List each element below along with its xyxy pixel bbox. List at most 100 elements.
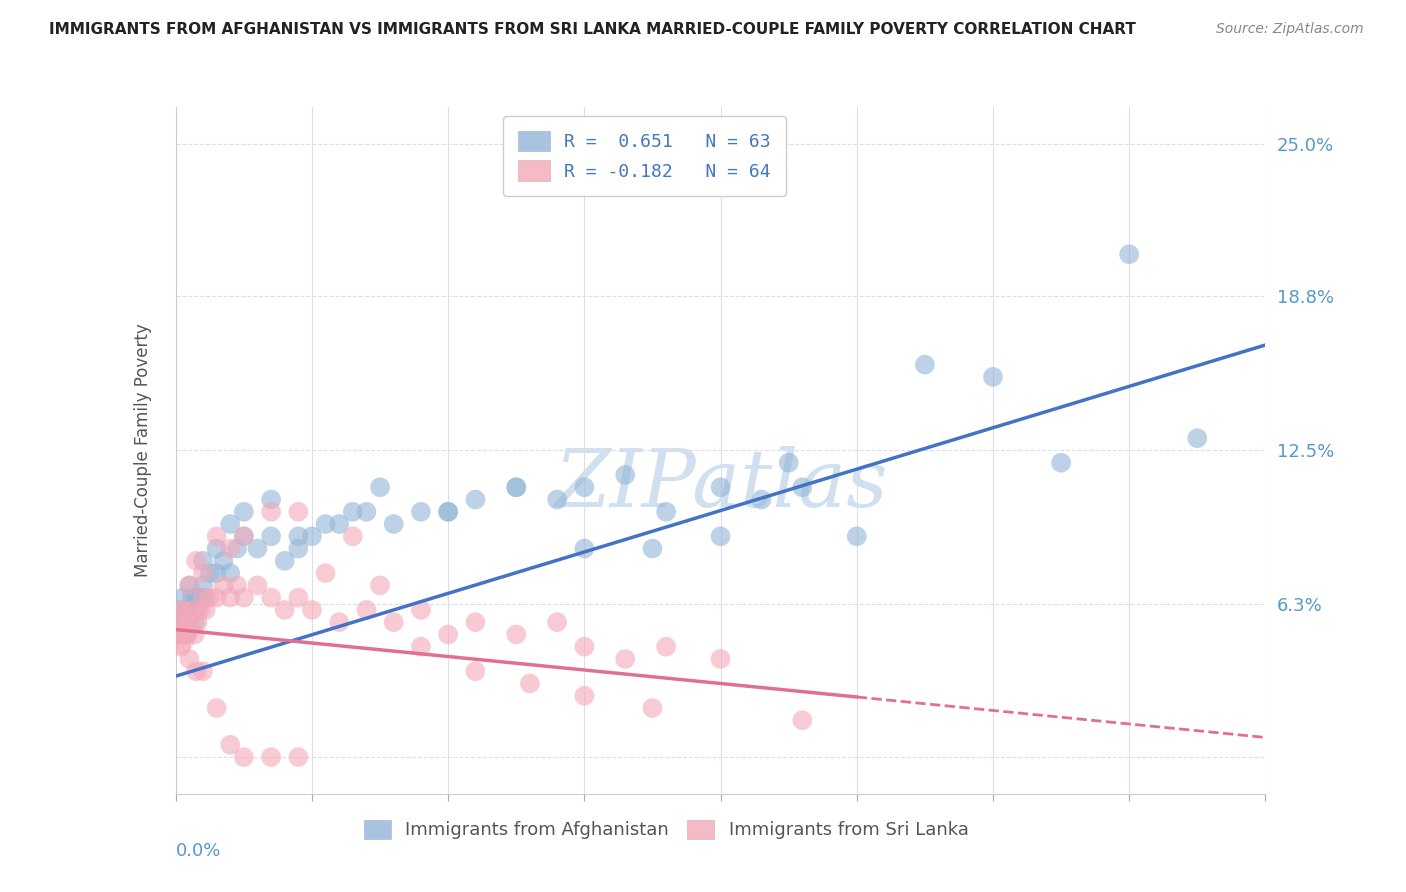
Point bbox=[188, 591, 211, 605]
Y-axis label: Married-Couple Family Poverty: Married-Couple Family Poverty bbox=[134, 324, 152, 577]
Point bbox=[194, 603, 217, 617]
Point bbox=[198, 591, 221, 605]
Point bbox=[287, 591, 309, 605]
Point bbox=[464, 492, 486, 507]
Point bbox=[328, 615, 350, 630]
Point bbox=[505, 480, 527, 494]
Point bbox=[505, 480, 527, 494]
Point bbox=[464, 615, 486, 630]
Point bbox=[751, 492, 773, 507]
Point bbox=[186, 615, 209, 630]
Point bbox=[260, 591, 283, 605]
Point bbox=[167, 627, 190, 641]
Point bbox=[205, 701, 228, 715]
Point bbox=[172, 603, 194, 617]
Point bbox=[328, 517, 350, 532]
Point bbox=[173, 615, 195, 630]
Point bbox=[232, 529, 254, 543]
Point bbox=[166, 627, 188, 641]
Point bbox=[219, 517, 242, 532]
Point bbox=[301, 603, 323, 617]
Point bbox=[219, 591, 242, 605]
Point bbox=[232, 505, 254, 519]
Point bbox=[710, 652, 733, 666]
Point bbox=[198, 566, 221, 581]
Point bbox=[205, 529, 228, 543]
Point bbox=[174, 615, 197, 630]
Point bbox=[232, 591, 254, 605]
Point bbox=[176, 627, 198, 641]
Point bbox=[778, 456, 800, 470]
Point bbox=[191, 591, 214, 605]
Point bbox=[194, 591, 217, 605]
Point bbox=[191, 664, 214, 679]
Point bbox=[205, 591, 228, 605]
Point bbox=[710, 529, 733, 543]
Point bbox=[546, 615, 568, 630]
Point bbox=[574, 541, 596, 556]
Point bbox=[315, 517, 337, 532]
Point bbox=[191, 554, 214, 568]
Point bbox=[191, 578, 214, 592]
Point bbox=[246, 578, 269, 592]
Point bbox=[232, 750, 254, 764]
Point bbox=[342, 529, 364, 543]
Point bbox=[184, 627, 207, 641]
Point bbox=[179, 652, 201, 666]
Point bbox=[1187, 431, 1209, 445]
Point bbox=[179, 578, 201, 592]
Point bbox=[287, 541, 309, 556]
Point bbox=[181, 603, 204, 617]
Text: Source: ZipAtlas.com: Source: ZipAtlas.com bbox=[1216, 22, 1364, 37]
Point bbox=[188, 603, 211, 617]
Point bbox=[614, 467, 637, 482]
Point bbox=[655, 640, 678, 654]
Point bbox=[437, 505, 460, 519]
Point bbox=[177, 615, 200, 630]
Point bbox=[205, 566, 228, 581]
Point bbox=[342, 505, 364, 519]
Point bbox=[464, 664, 486, 679]
Point bbox=[641, 541, 664, 556]
Point bbox=[212, 578, 235, 592]
Point bbox=[287, 505, 309, 519]
Point bbox=[186, 554, 208, 568]
Point bbox=[205, 541, 228, 556]
Point bbox=[191, 566, 214, 581]
Point bbox=[274, 554, 297, 568]
Point bbox=[219, 566, 242, 581]
Point bbox=[409, 603, 432, 617]
Point bbox=[356, 603, 378, 617]
Point bbox=[167, 615, 190, 630]
Point bbox=[186, 664, 208, 679]
Point bbox=[315, 566, 337, 581]
Point bbox=[260, 750, 283, 764]
Point bbox=[260, 492, 283, 507]
Point bbox=[226, 541, 249, 556]
Point bbox=[177, 615, 200, 630]
Point bbox=[301, 529, 323, 543]
Point bbox=[186, 603, 209, 617]
Point bbox=[232, 529, 254, 543]
Point bbox=[574, 640, 596, 654]
Point bbox=[170, 627, 193, 641]
Point bbox=[169, 615, 191, 630]
Point bbox=[176, 627, 198, 641]
Point bbox=[409, 505, 432, 519]
Text: ZIPatlas: ZIPatlas bbox=[554, 446, 887, 524]
Point bbox=[356, 505, 378, 519]
Point bbox=[519, 676, 541, 690]
Point bbox=[181, 591, 204, 605]
Text: IMMIGRANTS FROM AFGHANISTAN VS IMMIGRANTS FROM SRI LANKA MARRIED-COUPLE FAMILY P: IMMIGRANTS FROM AFGHANISTAN VS IMMIGRANT… bbox=[49, 22, 1136, 37]
Point bbox=[505, 627, 527, 641]
Point bbox=[981, 369, 1004, 384]
Point bbox=[641, 701, 664, 715]
Point bbox=[219, 738, 242, 752]
Point bbox=[173, 627, 195, 641]
Point bbox=[274, 603, 297, 617]
Point bbox=[172, 591, 194, 605]
Point bbox=[166, 615, 188, 630]
Point bbox=[792, 480, 814, 494]
Text: 0.0%: 0.0% bbox=[176, 842, 221, 860]
Point bbox=[212, 554, 235, 568]
